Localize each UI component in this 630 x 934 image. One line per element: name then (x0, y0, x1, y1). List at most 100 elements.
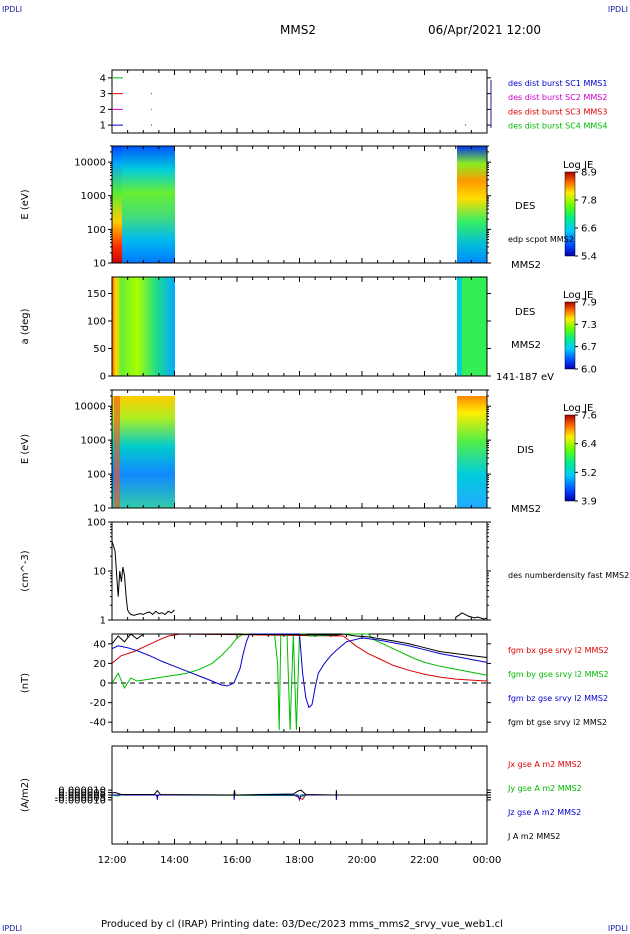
dis_energy-colorbar-tick-label: 5.2 (581, 468, 597, 479)
burst-legend-0: des dist burst SC1 MMS1 (508, 79, 607, 88)
dis_energy-spacecraft-label: MMS2 (511, 504, 541, 515)
time-axis-label: 00:00 (473, 855, 502, 866)
des_energy-colorbar-tick-label: 8.9 (581, 168, 597, 179)
dis_energy-colorbar (564, 414, 576, 502)
dis-energy-fill-edge (114, 396, 120, 508)
density-frame (111, 521, 488, 621)
burst-ytick-label: 1 (100, 121, 106, 132)
corner-label-tl: IPDLI (2, 5, 23, 14)
des_pitch-ytick-label: 100 (87, 317, 106, 328)
burst-ytick-label: 4 (100, 73, 106, 84)
des_energy-spacecraft-label: MMS2 (511, 260, 541, 271)
des_pitch-colorbar-title: Log JE (563, 290, 593, 301)
burst-legend-2: des dist burst SC3 MMS3 (508, 107, 607, 116)
des_pitch-colorbar-tick-label: 7.9 (581, 298, 597, 309)
des_energy-colorbar-tick-label: 6.6 (581, 224, 597, 235)
des_pitch-spacecraft-label: MMS2 (511, 340, 541, 351)
des_pitch-colorbar-tick-label: 7.3 (581, 320, 597, 331)
burst-frame (111, 69, 488, 134)
fgm-ytick-label: 0 (100, 679, 106, 690)
des_energy-ytick-label: 10 (93, 259, 106, 270)
dis_energy-ytick-label: 10 (93, 504, 106, 515)
current-ytick-label: 0.000010 (58, 786, 106, 797)
current-ytick-label: 0.000005 (58, 788, 106, 799)
time-axis-label: 22:00 (410, 855, 439, 866)
dis_energy-ytick-label: 1000 (81, 436, 106, 447)
des_pitch-colorbar (564, 301, 576, 370)
des_energy-colorbar-tick-label: 7.8 (581, 196, 597, 207)
fgm-legend-3: fgm bt gse srvy l2 MMS2 (508, 718, 607, 727)
fgm-series-2-line (111, 633, 488, 709)
density-ytick-label: 100 (87, 518, 106, 529)
des_energy-note: edp scpot MMS2 (508, 235, 574, 244)
fgm-legend-1: fgm by gse srvy l2 MMS2 (508, 670, 609, 679)
burst-legend-3: des dist burst SC4 MMS4 (508, 122, 607, 131)
des-energy-fill-late (457, 146, 487, 263)
density-ytick-label: 1 (100, 616, 106, 627)
des_energy-colorbar (564, 171, 576, 257)
des_pitch-ylabel: a (deg) (20, 308, 31, 344)
current-ytick-label: -0.000010 (55, 795, 106, 806)
current-series-3-line (111, 789, 487, 796)
time-axis-label: 20:00 (348, 855, 377, 866)
des_pitch-ytick-label: 0 (100, 372, 106, 383)
corner-label-bl: IPDLI (2, 924, 23, 933)
density-series-1-line (455, 612, 488, 620)
corner-label-tr: IPDLI (607, 5, 628, 14)
time-axis-label: 16:00 (223, 855, 252, 866)
dis_energy-colorbar-tick-label: 6.4 (581, 439, 597, 450)
current-ylabel: (A/m2) (20, 778, 31, 812)
density-ytick-label: 10 (93, 567, 106, 578)
des_pitch-colorbar-tick-label: 6.7 (581, 342, 597, 353)
dis-energy-fill-main (112, 396, 175, 508)
fgm-series-1-line (111, 633, 488, 731)
dis-energy-fill-late (457, 396, 487, 508)
corner-label-br: IPDLI (607, 924, 628, 933)
burst-legend-1: des dist burst SC2 MMS2 (508, 93, 607, 102)
des-energy-fill-main (112, 146, 175, 263)
des_pitch-instrument-label: DES (515, 307, 535, 318)
header-spacecraft: MMS2 (280, 23, 316, 37)
current-legend-3: J A m2 MMS2 (507, 832, 560, 841)
des_pitch-ytick-label: 50 (93, 344, 106, 355)
dis_energy-ytick-label: 10000 (74, 402, 106, 413)
fgm-ytick-label: 20 (93, 659, 106, 670)
des_pitch-energy-note: 141-187 eV (496, 372, 554, 383)
current-legend-0: Jx gse A m2 MMS2 (507, 760, 582, 769)
des-pitch-fill-main (112, 277, 175, 376)
des_energy-colorbar-tick-label: 5.4 (581, 252, 597, 263)
dis_energy-colorbar-tick-label: 3.9 (581, 497, 597, 508)
fgm-ylabel: (nT) (20, 673, 31, 693)
time-axis-label: 12:00 (98, 855, 127, 866)
dis_energy-instrument-label: DIS (517, 445, 534, 456)
fgm-ytick-label: -20 (90, 698, 106, 709)
des_energy-ytick-label: 1000 (81, 191, 106, 202)
current-series-2-line (112, 794, 487, 802)
des_energy-ylabel: E (eV) (20, 189, 31, 219)
panels-layer: 1 2 3 4 des dist burst SC1 MMS1 des dist burs… (20, 69, 629, 866)
header-date: 06/Apr/2021 12:00 (428, 23, 542, 37)
dis_energy-ylabel: E (eV) (20, 434, 31, 464)
des_pitch-colorbar-tick-label: 6.0 (581, 365, 597, 376)
fgm-legend-0: fgm bx gse srvy l2 MMS2 (508, 646, 609, 655)
des_energy-ytick-label: 10000 (74, 158, 106, 169)
footer-text: Produced by cl (IRAP) Printing date: 03/… (101, 919, 503, 930)
density-legend-0: des numberdensity fast MMS2 (508, 571, 629, 580)
des_energy-ytick-label: 100 (87, 225, 106, 236)
time-axis-label: 14:00 (160, 855, 189, 866)
time-axis-label: 18:00 (285, 855, 314, 866)
fgm-ytick-label: -40 (90, 718, 106, 729)
current-ytick-label: 0.000000 (58, 791, 106, 802)
dis_energy-colorbar-tick-label: 7.6 (581, 411, 597, 422)
dis_energy-ytick-label: 100 (87, 470, 106, 481)
burst-ytick-label: 3 (100, 89, 106, 100)
des_energy-instrument-label: DES (515, 201, 535, 212)
density-series-0-line (111, 541, 175, 616)
current-legend-2: Jz gse A m2 MMS2 (507, 808, 581, 817)
burst-ytick-label: 2 (100, 105, 106, 116)
fgm-legend-2: fgm bz gse srvy l2 MMS2 (508, 694, 608, 703)
fgm-ytick-label: 40 (93, 639, 106, 650)
density-ylabel: (cm^-3) (20, 550, 31, 591)
